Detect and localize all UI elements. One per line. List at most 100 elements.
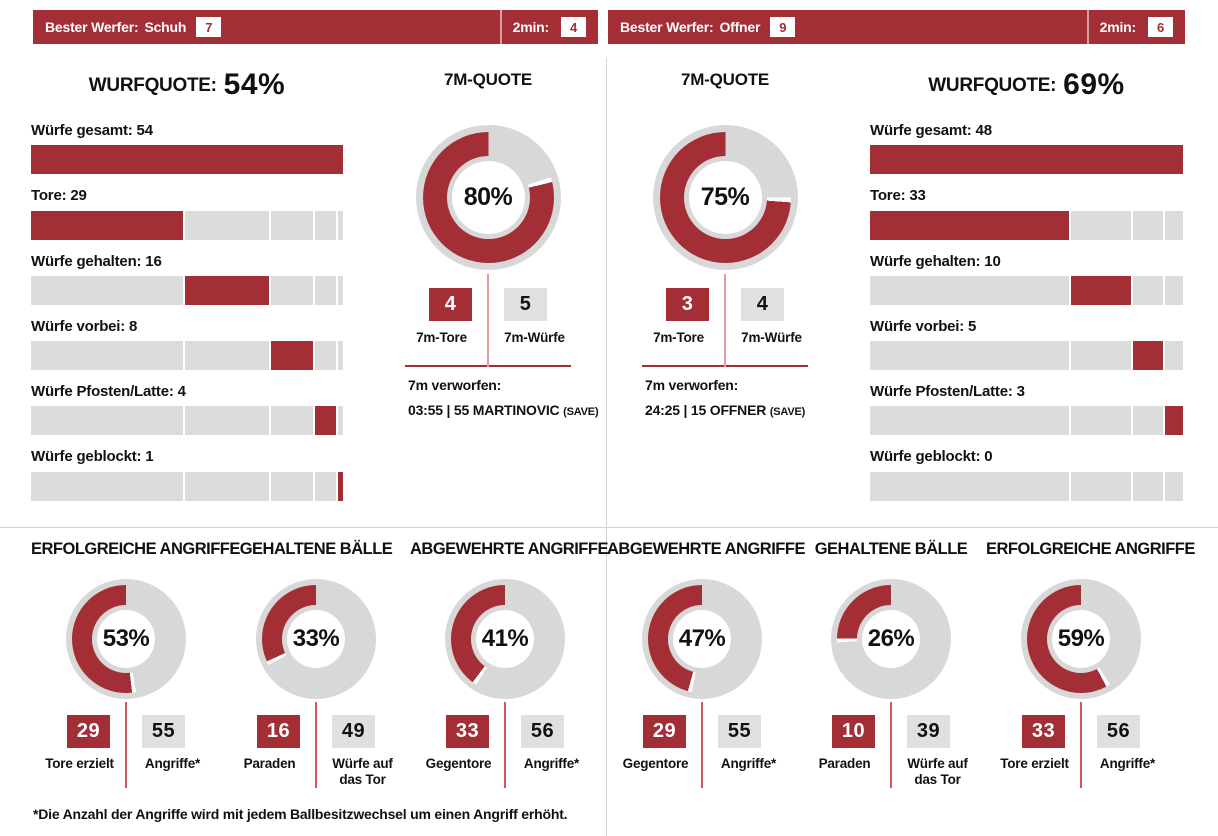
connector-line [504,702,506,788]
shot-stat-bar [31,471,343,501]
gray-value-box: 55 [142,715,185,748]
attack-value-labels: Gegentore Angriffe* [410,756,600,772]
footnote: *Die Anzahl der Angriffe wird mit jedem … [33,806,568,822]
red-value-box: 29 [67,715,110,748]
red-value-box: 33 [1022,715,1065,748]
goals-label: 7m-Tore [653,330,704,345]
gray-value-label: Angriffe* [144,756,201,771]
red-value-box: 33 [446,715,489,748]
missed-detail-text: 03:55 | 55 MARTINOVIC [408,401,560,418]
missed-detail-suffix: (SAVE) [563,405,599,418]
shot-stat-label: Tore: 33 [870,187,926,205]
shot-quota-heading: WURFQUOTE: 54% [31,62,343,102]
shot-stat-label: Würfe gesamt: 54 [31,122,153,139]
red-value-label: Paraden [818,756,871,771]
shot-stat-bar [31,341,343,370]
shot-stat-row: Würfe vorbei: 5 [870,318,1183,370]
attack-column: ERFOLGREICHE ANGRIFFE 53% 29 55 Tore erz… [31,540,240,788]
shot-stat-bar [870,406,1183,436]
gray-value-box: 56 [1097,715,1140,748]
donut-hole [673,610,731,668]
shot-stat-label: Tore: 29 [31,187,87,205]
attack-donut: 41% [445,579,565,699]
shot-stat-row: Würfe Pfosten/Latte: 3 [870,383,1183,436]
connector-line [315,702,317,788]
shot-quota-heading: WURFQUOTE: 69% [870,62,1183,102]
donut-percent: 47% [678,625,726,652]
donut-hole [688,161,762,234]
shot-stat-label: Würfe geblockt: 0 [870,448,993,466]
seven-m-section-right: 7M-QUOTE 75% 3 4 7m-Tore 7m-Würfe 7m ver… [637,62,813,418]
shot-stat-label: Würfe Pfosten/Latte: 4 [31,383,186,400]
gray-value-box: 55 [718,715,761,748]
donut-percent: 33% [292,625,340,652]
shot-stat-row: Würfe gesamt: 48 [870,122,1183,175]
gray-value-label: Angriffe* [720,756,777,771]
shot-quota-label: WURFQUOTE: [88,75,217,96]
missed-detail: 03:55 | 55 MARTINOVIC (SAVE) [400,401,599,418]
connector-line [125,702,127,788]
donut-hole [287,610,345,668]
seven-m-title: 7M-QUOTE [680,70,770,89]
connector-line [701,702,703,788]
shot-quota-value: 54% [223,68,286,101]
seven-m-value-labels: 7m-Tore 7m-Würfe [637,330,813,346]
attack-donut: 47% [642,579,762,699]
attack-value-labels: Paraden Würfe auf das Tor [221,756,411,787]
attack-value-labels: Gegentore Angriffe* [607,756,797,772]
missed-detail-text: 24:25 | 15 OFFNER [645,401,767,418]
goals-box: 3 [666,288,709,321]
connector-line [890,702,892,788]
best-thrower-left: Bester Werfer: Schuh 7 [33,10,500,44]
shot-stat-label: Würfe vorbei: 5 [870,317,977,335]
shot-stat-label: Würfe gesamt: 48 [870,122,992,139]
missed-detail: 24:25 | 15 OFFNER (SAVE) [637,402,813,418]
attack-donut: 59% [1021,579,1141,699]
attack-value-labels: Tore erzielt Angriffe* [986,756,1176,772]
attack-title: ABGEWEHRTE ANGRIFFE [410,540,608,558]
shot-quota-label: WURFQUOTE: [928,75,1057,96]
donut-hole [1052,610,1110,668]
shot-quota-section-right: WURFQUOTE: 69% Würfe gesamt: 48 Tore: 33 … [870,62,1183,514]
red-value-label: Tore erzielt [1000,756,1069,771]
shot-stat-bar [31,145,343,175]
attack-title: ERFOLGREICHE ANGRIFFE [31,540,240,558]
attack-values: 33 56 [410,715,600,748]
connector-line [1080,702,1082,788]
donut-percent: 53% [102,625,150,652]
donut-hole [97,610,155,668]
best-thrower-right: Bester Werfer: Offner 9 [608,10,1087,44]
attack-column: GEHALTENE BÄLLE 26% 10 39 Paraden Würfe … [796,540,986,788]
two-min-label: 2min: [512,19,550,35]
best-thrower-label: Bester Werfer: [620,19,714,35]
gray-value-label: Würfe auf das Tor [332,756,393,787]
seven-m-values: 4 5 [400,288,576,321]
seven-m-value-labels: 7m-Tore 7m-Würfe [400,330,576,346]
red-value-label: Gegentore [425,756,492,771]
seven-m-section-left: 7M-QUOTE 80% 4 5 7m-Tore 7m-Würfe 7m ver… [400,62,599,418]
attack-title: GEHALTENE BÄLLE [814,540,968,558]
donut-hole [451,161,525,234]
attack-values: 29 55 [31,715,221,748]
donut-hole [476,610,534,668]
gray-value-box: 39 [907,715,950,748]
gray-value-label: Würfe auf das Tor [907,756,968,787]
missed-detail-suffix: (SAVE) [769,405,806,418]
shot-stat-bar [870,341,1183,370]
shot-stat-row: Würfe geblockt: 0 [870,448,1183,501]
shot-stat-row: Würfe gesamt: 54 [31,122,343,175]
red-value-label: Gegentore [622,756,689,771]
throws-label: 7m-Würfe [504,330,565,345]
shot-stat-row: Würfe gehalten: 10 [870,253,1183,305]
shot-stat-row: Tore: 33 [870,187,1183,240]
shot-stat-bar [870,471,1183,501]
shot-stat-label: Würfe vorbei: 8 [31,317,138,335]
attack-column: ABGEWEHRTE ANGRIFFE 47% 29 55 Gegentore … [607,540,805,788]
best-thrower-name: Schuh [144,19,187,35]
shot-stat-row: Würfe vorbei: 8 [31,318,343,370]
shot-stat-label: Würfe geblockt: 1 [31,448,154,466]
two-min-label: 2min: [1099,19,1137,35]
attack-values: 16 49 [221,715,411,748]
red-value-label: Tore erzielt [45,756,114,771]
attack-column: ABGEWEHRTE ANGRIFFE 41% 33 56 Gegentore … [410,540,608,788]
